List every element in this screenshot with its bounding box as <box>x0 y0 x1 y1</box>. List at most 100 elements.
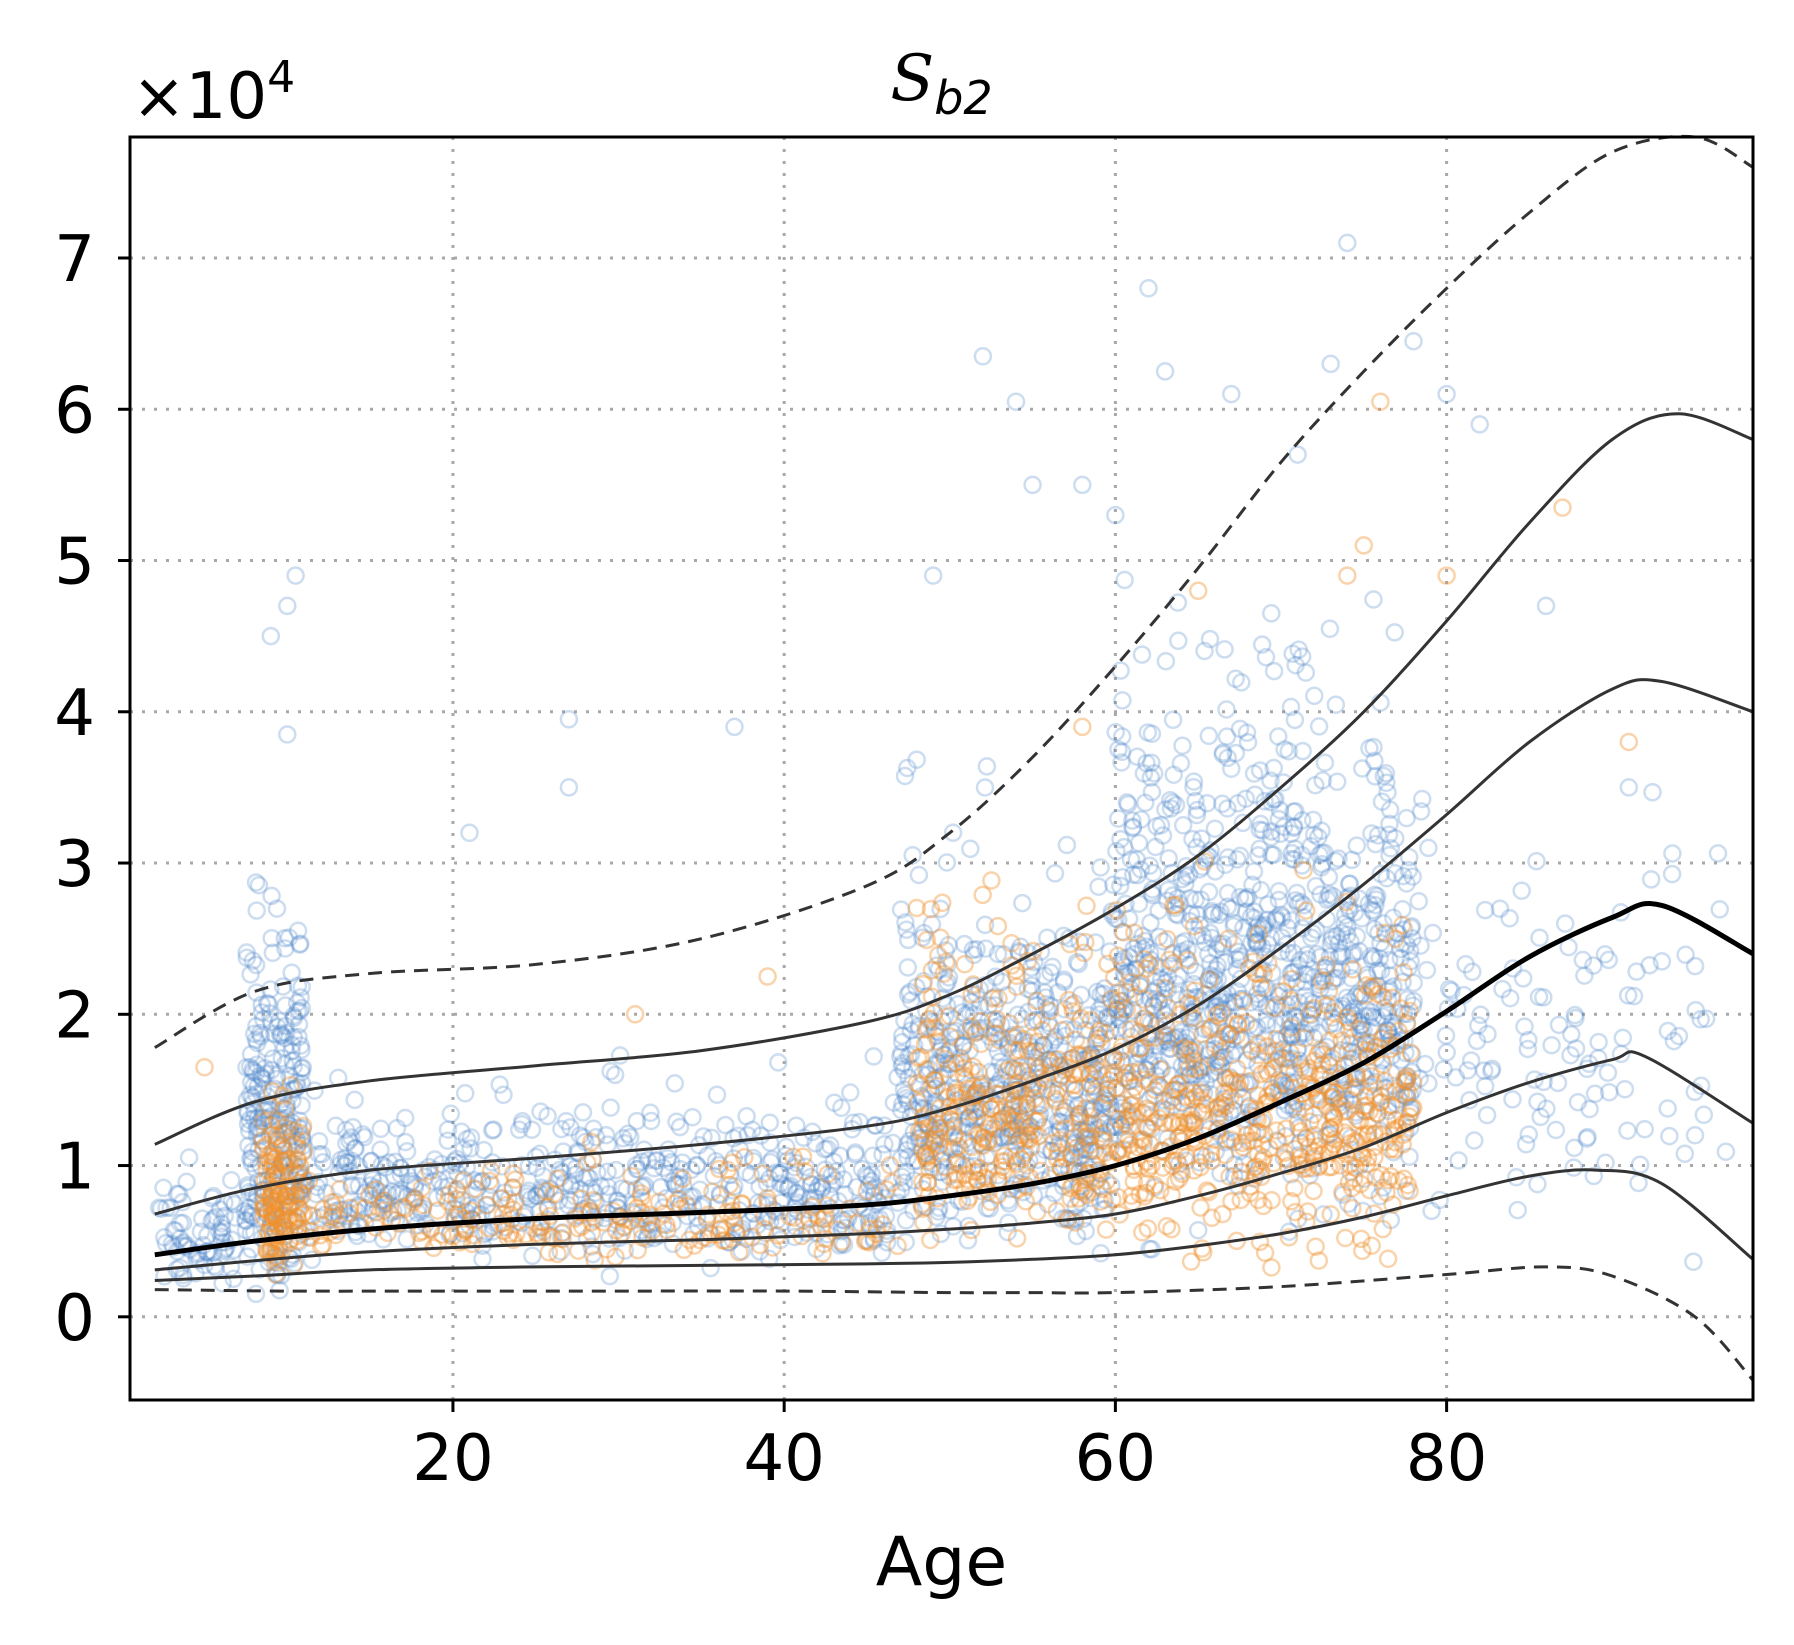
scatter-point <box>787 1116 806 1135</box>
scatter-point <box>276 1023 296 1043</box>
scatter-point <box>279 928 299 947</box>
scatter-point <box>455 1084 475 1103</box>
scatter-point <box>1422 1201 1441 1221</box>
scatter-point <box>225 1194 244 1214</box>
scatter-point <box>155 1228 174 1247</box>
scatter-point <box>962 1220 981 1240</box>
scatter-point <box>719 1233 738 1252</box>
scatter-point <box>247 1016 266 1036</box>
scatter-point <box>1513 969 1533 988</box>
scatter-point <box>261 1100 280 1120</box>
scatter-point <box>289 1027 308 1047</box>
scatter-point <box>1660 1126 1679 1146</box>
scatter-point <box>1564 1158 1584 1177</box>
scatter-point <box>268 1217 288 1236</box>
scatter-point <box>576 1132 595 1152</box>
scatter-point <box>1662 864 1682 884</box>
scatter-point <box>262 928 281 948</box>
scatter-point <box>247 901 266 920</box>
scatter-point <box>751 1126 771 1145</box>
scatter-point <box>1113 691 1132 710</box>
scatter-point <box>1309 717 1329 736</box>
scatter-point <box>1512 881 1531 900</box>
scatter-point <box>513 1111 532 1131</box>
scatter-point <box>288 1135 307 1155</box>
scatter-point <box>265 1024 284 1044</box>
scatter-point <box>1710 900 1729 919</box>
scatter-point <box>166 1221 185 1240</box>
scatter-point <box>271 1108 291 1128</box>
scatter-point <box>253 1180 273 1200</box>
scatter-point <box>253 1069 273 1088</box>
scatter-point <box>248 1209 268 1228</box>
scatter-point <box>288 1077 307 1097</box>
scatter-point <box>285 1143 304 1162</box>
scatter-point <box>1338 233 1357 253</box>
x-tick-label: 60 <box>1075 1422 1156 1496</box>
scatter-point <box>518 1187 537 1206</box>
x-tick-label: 80 <box>1406 1422 1487 1496</box>
scatter-point <box>1619 778 1639 797</box>
scatter-point <box>289 1165 308 1184</box>
scatter-point <box>202 1211 221 1231</box>
scatter-point <box>654 1158 673 1177</box>
scatter-point <box>278 1149 297 1168</box>
scatter-point <box>832 1222 851 1241</box>
scatter-point <box>1213 1204 1232 1224</box>
scatter-point <box>253 1180 273 1200</box>
scatter-point <box>280 1066 299 1085</box>
scatter-point <box>240 1110 259 1130</box>
scatter-point <box>1461 1051 1481 1070</box>
scatter-point <box>494 1085 513 1105</box>
scatter-point <box>251 1156 270 1176</box>
scatter-point <box>255 1100 275 1120</box>
scatter-point <box>1630 1155 1650 1174</box>
scatter-point <box>1057 835 1077 855</box>
scatter-point <box>405 1178 425 1197</box>
scatter-point <box>249 875 269 895</box>
scatter-point <box>771 1164 790 1184</box>
scatter-point <box>262 1012 281 1032</box>
scatter-point <box>1169 631 1188 651</box>
scatter-point <box>633 1176 652 1196</box>
scatter-point <box>1215 640 1234 659</box>
scatter-point <box>198 1242 218 1262</box>
scatter-point <box>247 1055 267 1074</box>
scatter-point <box>1599 950 1618 970</box>
scatter-point <box>288 1001 307 1021</box>
scatter-point <box>1465 1131 1484 1150</box>
scatter-point <box>254 1108 274 1128</box>
scatter-point <box>248 1172 268 1191</box>
scatter-point <box>292 1129 312 1148</box>
scatter-point <box>761 1152 780 1172</box>
scatter-point <box>238 1247 257 1266</box>
scatter-point <box>243 1060 262 1079</box>
scatter-point <box>266 1160 285 1180</box>
scatter-point <box>245 1102 264 1121</box>
scatter-point <box>553 1163 572 1182</box>
scatter-point <box>361 1176 380 1195</box>
scatter-point <box>1371 392 1390 411</box>
scatter-point <box>1073 717 1092 737</box>
scatter-point <box>786 1195 805 1215</box>
scatter-point <box>292 1096 311 1115</box>
scatter-point <box>1159 849 1178 868</box>
scatter-point <box>272 1026 292 1045</box>
scatter-point <box>973 885 992 905</box>
scatter-point <box>271 1246 290 1266</box>
scatter-point <box>375 1194 394 1213</box>
scatter-point <box>1615 1079 1635 1099</box>
scatter-point <box>293 1119 312 1138</box>
scatter-point <box>1217 700 1236 719</box>
scatter-point <box>280 1197 300 1217</box>
scatter-point <box>725 717 744 737</box>
scatter-point <box>397 1142 417 1161</box>
scatter-point <box>254 1101 273 1120</box>
scatter-point <box>641 1111 661 1131</box>
scatter-point <box>1188 581 1208 601</box>
scatter-point <box>293 1058 313 1077</box>
scatter-point <box>263 943 283 963</box>
scatter-point <box>246 955 266 975</box>
scatter-point <box>692 1197 711 1217</box>
